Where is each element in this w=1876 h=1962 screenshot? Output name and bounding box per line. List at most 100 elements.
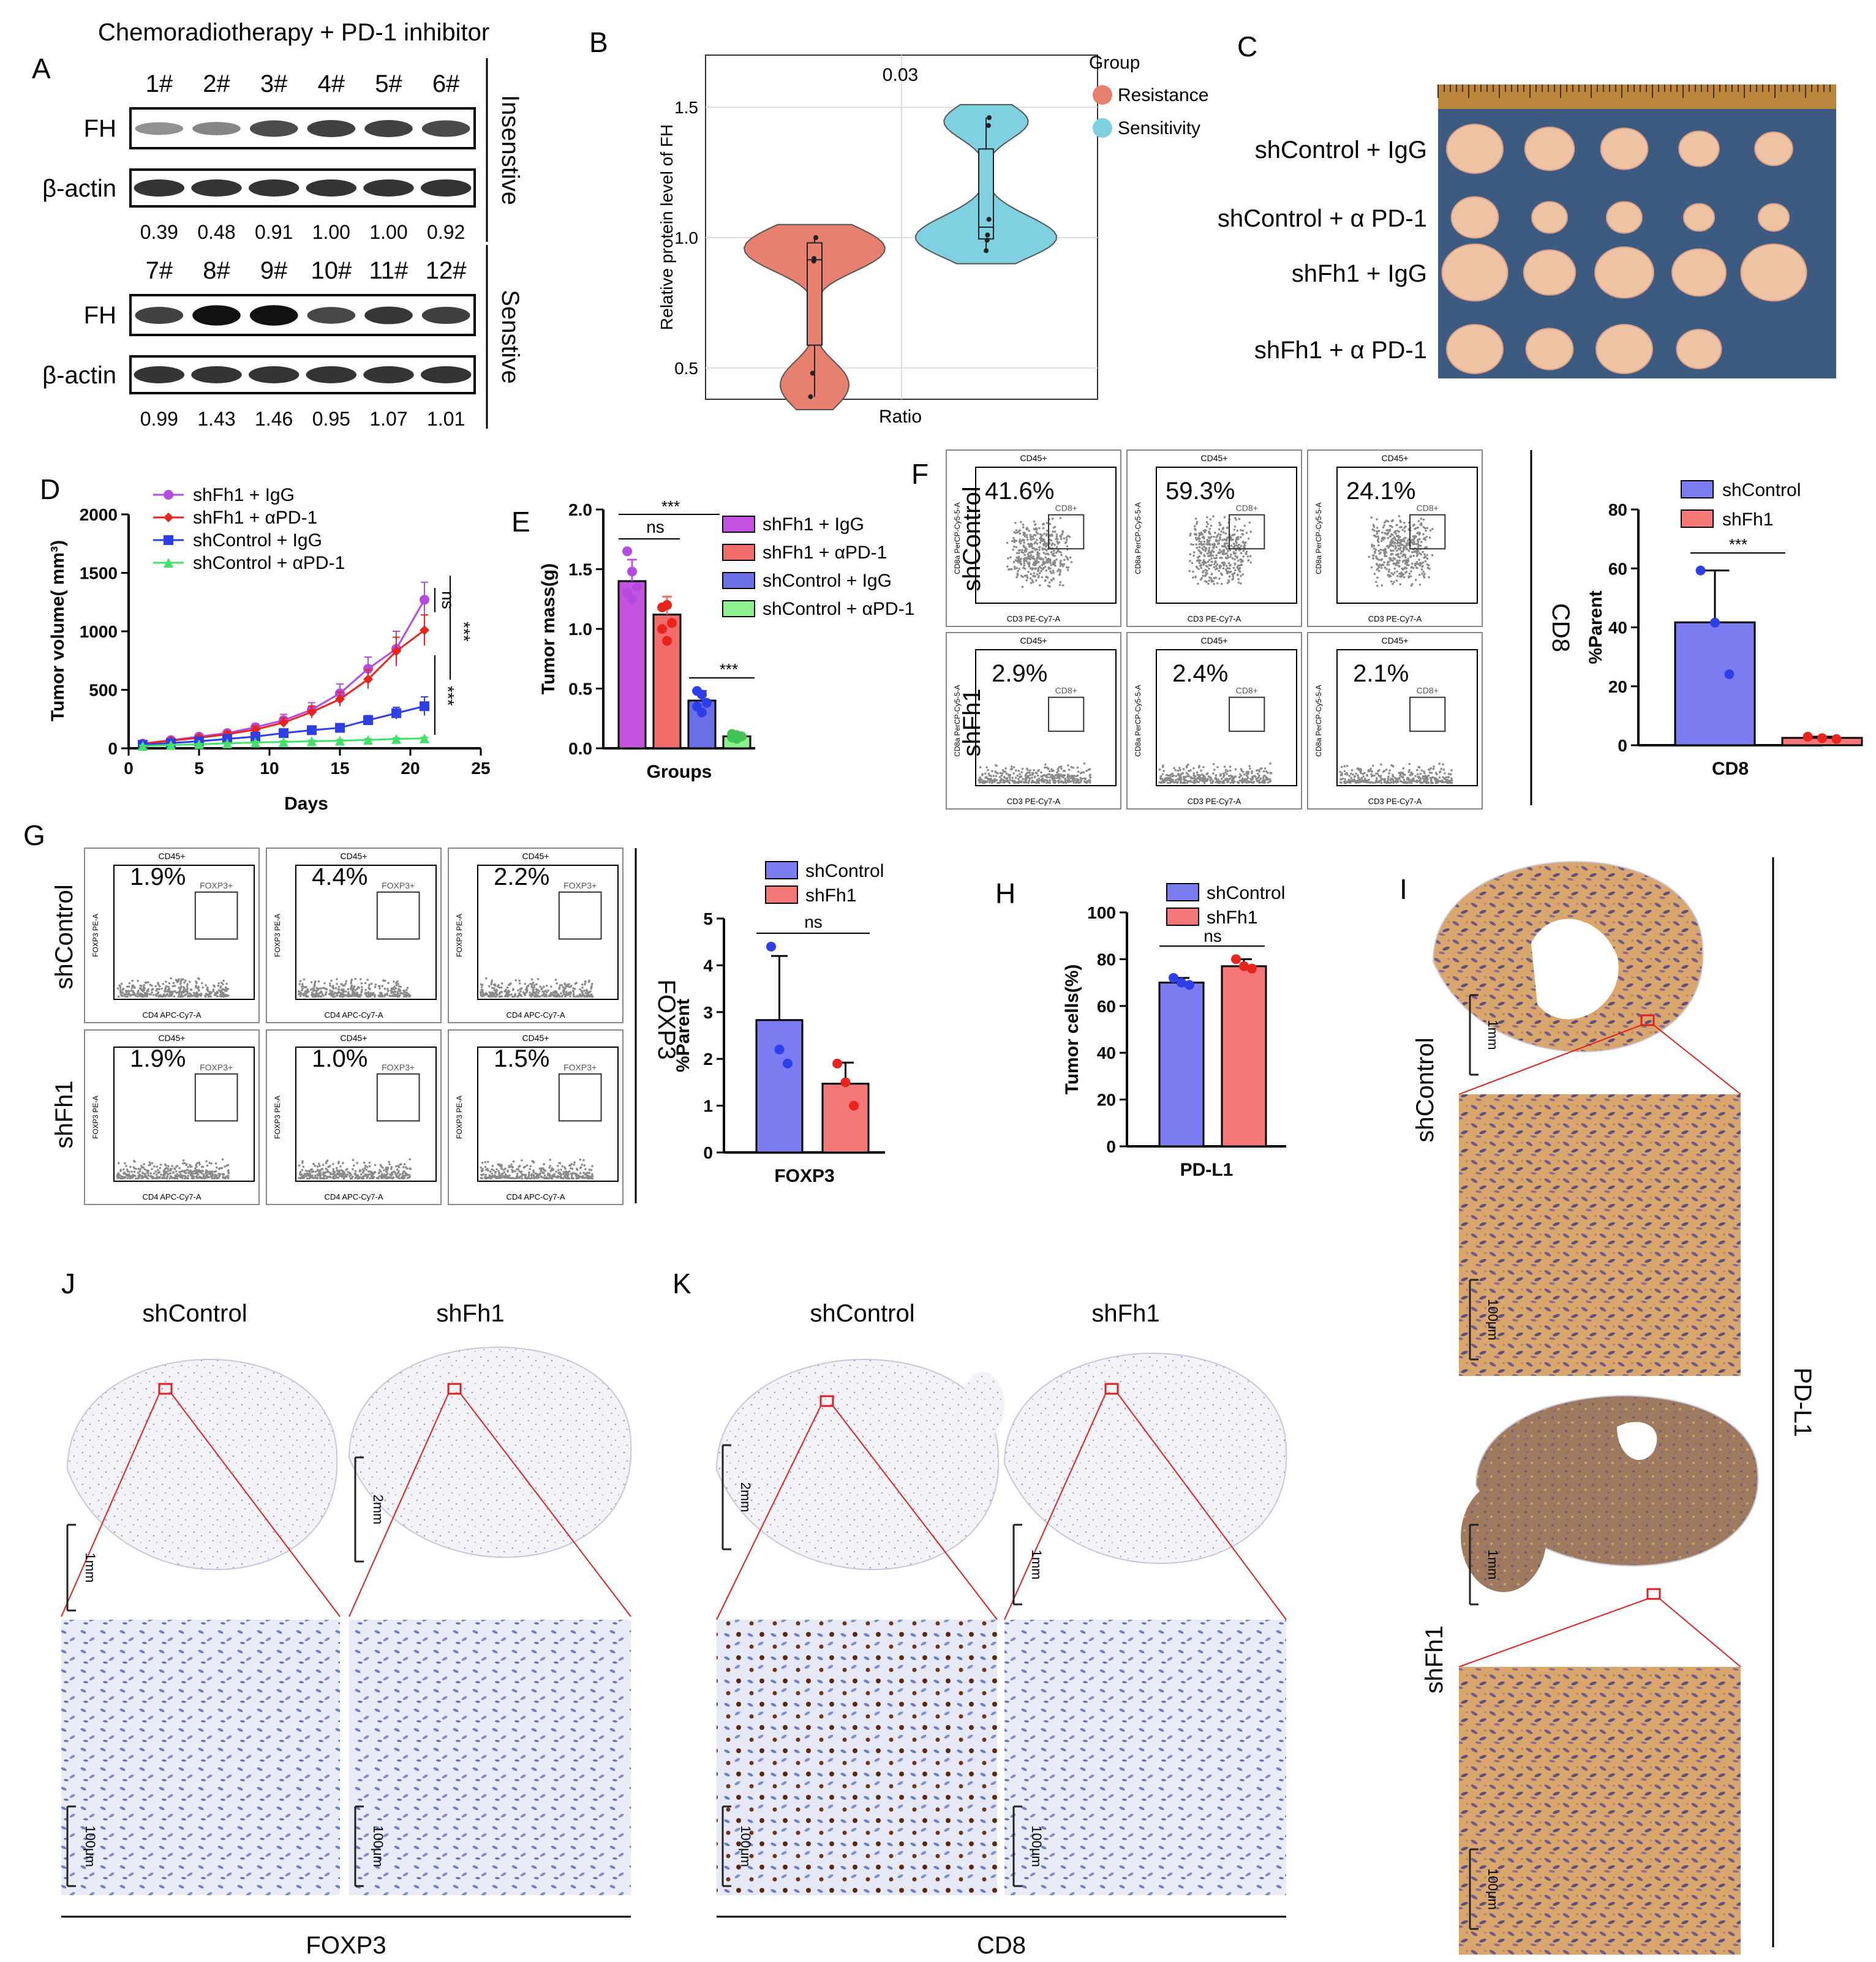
flow-event — [312, 993, 314, 996]
flow-event — [1249, 555, 1252, 558]
tumor — [1606, 201, 1643, 234]
flow-event — [153, 1172, 156, 1175]
flow-event — [1045, 522, 1049, 524]
flow-event — [397, 1166, 401, 1168]
flow-event — [1427, 769, 1430, 771]
flow-event — [1423, 573, 1426, 576]
flow-event — [189, 988, 192, 991]
flow-event — [1020, 563, 1023, 566]
flow-event — [1050, 768, 1053, 771]
flow-event — [1044, 556, 1047, 559]
flow-event — [508, 983, 511, 985]
flow-event — [1218, 538, 1221, 541]
flow-event — [1052, 563, 1055, 566]
flow-event — [1376, 568, 1378, 571]
flow-event — [1339, 770, 1341, 773]
flow-event — [1158, 781, 1161, 784]
flow-event — [1371, 528, 1374, 531]
flow-event — [345, 1168, 348, 1170]
flow-event — [1234, 569, 1237, 571]
flow-event — [1022, 523, 1025, 526]
flow-event — [1047, 781, 1050, 784]
flow-event — [124, 1162, 126, 1165]
fh-band — [421, 120, 470, 137]
flow-event — [202, 1170, 205, 1173]
flow-event — [584, 1168, 587, 1170]
flow-event — [305, 991, 308, 994]
flow-event — [379, 987, 381, 990]
flow-event — [1425, 546, 1428, 549]
flow-event — [1210, 560, 1213, 563]
flow-event — [553, 994, 556, 996]
flow-event — [543, 1174, 546, 1177]
flow-event — [1019, 558, 1022, 560]
flow-event — [154, 1170, 157, 1173]
flow-event — [1206, 780, 1208, 782]
fh-band — [421, 306, 470, 325]
data-point — [697, 690, 707, 700]
flow-event — [399, 992, 402, 994]
flow-event — [1256, 769, 1258, 772]
flow-event — [1036, 553, 1039, 556]
flow-event — [1212, 551, 1215, 554]
flow-event — [394, 1173, 397, 1176]
flow-event — [1219, 523, 1222, 526]
y-tick-e: 1.5 — [568, 560, 592, 579]
flow-event — [1373, 547, 1376, 550]
flow-event — [402, 1176, 405, 1179]
legend-marker-d — [164, 513, 173, 522]
flow-event — [1039, 541, 1042, 544]
flow-event — [526, 1164, 529, 1167]
flow-event — [1360, 772, 1362, 775]
flow-event — [1021, 767, 1024, 770]
flow-event — [1228, 575, 1231, 578]
flow-event — [1218, 551, 1220, 554]
flow-event — [1383, 561, 1385, 564]
flow-event — [149, 1163, 152, 1166]
flow-event — [1427, 781, 1430, 784]
flow-event — [1390, 777, 1392, 780]
flow-event — [1412, 535, 1415, 538]
flow-event — [399, 985, 402, 988]
flow-event — [1059, 568, 1061, 571]
flow-event — [167, 1173, 170, 1176]
flow-event — [1065, 566, 1068, 569]
flow-event — [333, 1173, 335, 1175]
flow-event — [1409, 555, 1412, 558]
flow-event — [572, 990, 575, 993]
flow-event — [1050, 551, 1053, 554]
flow-event — [1218, 565, 1221, 568]
flow-event — [1267, 778, 1270, 780]
flow-event — [1376, 532, 1379, 535]
flow-event — [173, 1167, 176, 1170]
flow-event — [533, 994, 537, 997]
flow-event — [1179, 769, 1181, 772]
flow-event — [217, 982, 220, 985]
flow-y-axis: FOXP3 PE-A — [91, 914, 100, 957]
flow-event — [1229, 769, 1232, 772]
flow-event — [1182, 768, 1185, 770]
flow-event — [406, 987, 409, 990]
flow-event — [125, 1165, 127, 1167]
flow-event — [1240, 582, 1242, 585]
flow-event — [565, 990, 568, 993]
flow-event — [171, 1165, 173, 1167]
line-point — [279, 737, 288, 747]
flow-event — [164, 988, 167, 990]
flow-event — [1162, 764, 1164, 767]
flow-event — [1425, 535, 1428, 538]
flow-event — [1192, 554, 1195, 557]
flow-event — [214, 991, 217, 994]
flow-event — [1192, 774, 1196, 777]
flow-event — [499, 991, 502, 993]
legend-label-d: shFh1 + IgG — [193, 485, 295, 505]
flow-event — [1232, 778, 1235, 780]
flow-event — [1440, 781, 1442, 783]
flow-event — [403, 990, 405, 993]
flow-event — [491, 1175, 494, 1178]
flow-event — [1069, 556, 1072, 559]
flow-event — [150, 1176, 153, 1178]
flow-event — [323, 982, 326, 985]
flow-event — [137, 1175, 140, 1178]
flow-event — [1038, 777, 1040, 780]
